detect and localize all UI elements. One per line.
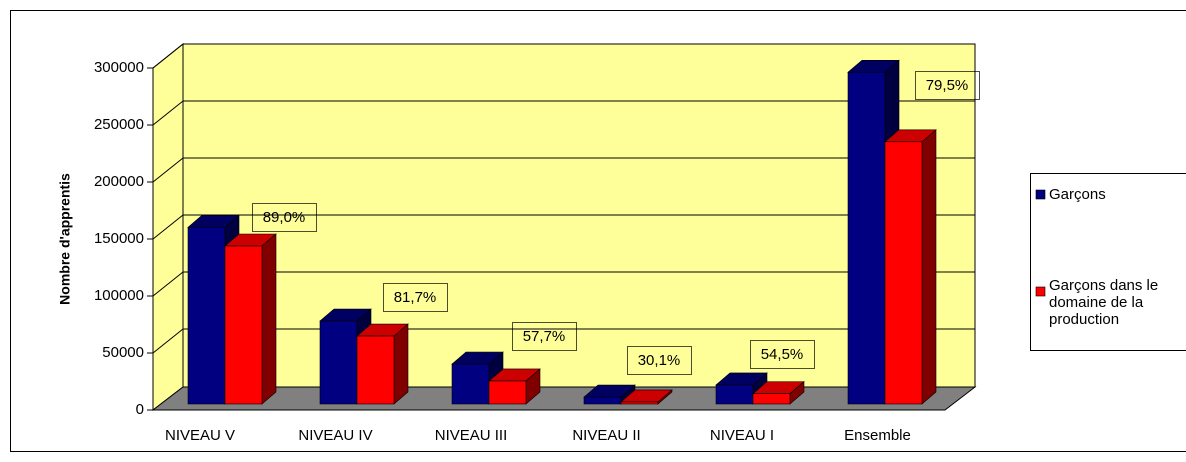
- y-tick-label: 250000: [94, 116, 144, 133]
- annotation: 30,1%: [638, 352, 681, 369]
- x-tick-label: NIVEAU I: [710, 427, 774, 444]
- bar: [752, 393, 791, 405]
- y-tick-label: 150000: [94, 230, 144, 247]
- grid-line: [152, 214, 184, 240]
- y-tick-label: 50000: [102, 344, 144, 361]
- annotation-box: [252, 203, 317, 232]
- bar: [583, 396, 622, 405]
- annotation: 57,7%: [523, 328, 566, 345]
- legend-label: Garçons: [1049, 186, 1106, 203]
- bar-side: [261, 233, 277, 405]
- legend-label: Garçons dans le domaine de la production: [1049, 277, 1159, 328]
- grid-line: [152, 328, 184, 354]
- x-tick-label: Ensemble: [844, 427, 911, 444]
- grid-line: [152, 157, 184, 183]
- bar: [187, 227, 226, 405]
- bar: [884, 141, 923, 405]
- bar: [224, 245, 263, 405]
- y-tick-label: 300000: [94, 59, 144, 76]
- bar-side: [393, 323, 409, 405]
- x-tick-label: NIVEAU V: [165, 427, 235, 444]
- x-tick-label: NIVEAU II: [572, 427, 640, 444]
- annotation-box: [512, 322, 577, 351]
- annotation-box: [750, 340, 815, 369]
- annotation: 54,5%: [761, 346, 804, 363]
- annotation: 81,7%: [394, 289, 437, 306]
- bar-side: [921, 129, 937, 405]
- grid-line: [152, 271, 184, 297]
- legend-swatch: [1035, 189, 1046, 200]
- y-tick-label: 200000: [94, 173, 144, 190]
- x-tick-label: NIVEAU IV: [298, 427, 372, 444]
- x-tick-label: NIVEAU III: [435, 427, 508, 444]
- annotation-box: [627, 346, 692, 375]
- bar: [319, 320, 358, 405]
- grid-line: [152, 100, 184, 126]
- annotation: 89,0%: [263, 209, 306, 226]
- legend-box: [1030, 173, 1186, 351]
- annotation-box: [383, 283, 448, 312]
- y-tick-label: 100000: [94, 287, 144, 304]
- bar: [356, 335, 395, 405]
- legend-swatch: [1035, 286, 1046, 297]
- annotation: 79,5%: [926, 77, 969, 94]
- bar: [451, 363, 490, 405]
- bar: [847, 71, 886, 405]
- annotation-box: [915, 71, 980, 100]
- bar: [715, 384, 754, 405]
- bar: [620, 401, 659, 405]
- bar: [488, 380, 527, 405]
- grid-line: [152, 43, 184, 69]
- y-axis-label: Nombre d'apprentis: [57, 173, 73, 305]
- y-tick-label: 0: [136, 401, 144, 418]
